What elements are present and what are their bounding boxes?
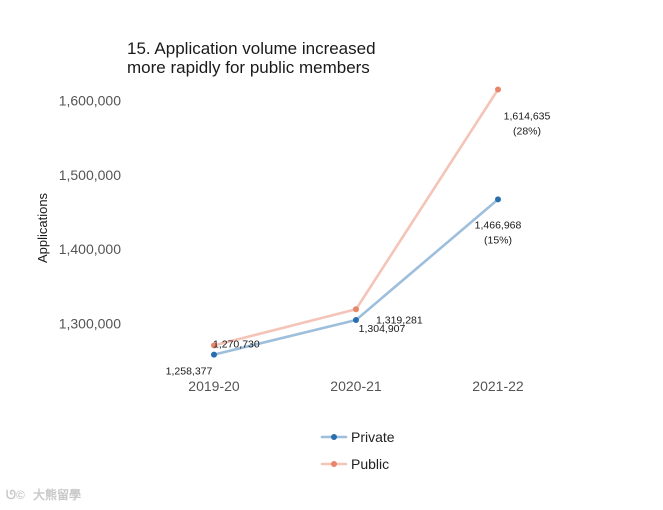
- series-lines: [212, 88, 500, 356]
- legend-marker-public: [331, 461, 337, 467]
- data-labels: 1,258,377 1,304,907 1,466,968 (15%) 1,270,73…: [166, 110, 551, 377]
- series-points: [211, 86, 501, 358]
- data-label-public: 1,319,281: [376, 314, 423, 326]
- data-point-public: [211, 342, 217, 349]
- y-tick-label: 1,400,000: [59, 241, 121, 257]
- growth-label-public: (28%): [513, 125, 541, 137]
- y-tick-label: 1,500,000: [59, 167, 121, 183]
- data-label-private: 1,258,377: [166, 366, 213, 378]
- chart-title-line-2: more rapidly for public members: [127, 58, 370, 77]
- legend-label-public: Public: [351, 456, 389, 472]
- y-tick-label: 1,300,000: [59, 316, 121, 332]
- x-tick-label: 2021-22: [472, 378, 524, 394]
- x-tick-label: 2020-21: [330, 378, 382, 394]
- data-point-public: [353, 306, 359, 313]
- watermark: ᘎ© 大熊留學: [6, 487, 81, 502]
- data-label-private: 1,304,907: [359, 323, 406, 335]
- legend-label-private: Private: [351, 429, 395, 445]
- data-label-public: 1,270,730: [213, 338, 260, 350]
- data-point-private: [495, 196, 501, 203]
- y-axis-ticks: 1,300,000 1,400,000 1,500,000 1,600,000: [59, 92, 121, 331]
- watermark-text: 大熊留學: [33, 487, 81, 502]
- watermark-logo-icon: ᘎ©: [6, 488, 25, 502]
- legend: Private Public: [320, 429, 395, 472]
- data-label-public: 1,614,635: [504, 110, 551, 122]
- data-label-private: 1,466,968: [475, 219, 522, 231]
- chart-title-line-1: 15. Application volume increased: [127, 39, 376, 58]
- chart-title: 15. Application volume increased more ra…: [127, 39, 376, 77]
- data-point-private: [353, 316, 359, 323]
- x-tick-label: 2019-20: [188, 378, 240, 394]
- data-point-public: [495, 86, 501, 93]
- data-point-private: [211, 351, 217, 358]
- y-axis-label: Applications: [35, 192, 50, 263]
- y-tick-label: 1,600,000: [59, 92, 121, 108]
- series-line-private: [212, 198, 500, 356]
- legend-marker-private: [331, 434, 337, 440]
- growth-label-private: (15%): [484, 234, 512, 246]
- x-axis-ticks: 2019-20 2020-21 2021-22: [188, 378, 524, 394]
